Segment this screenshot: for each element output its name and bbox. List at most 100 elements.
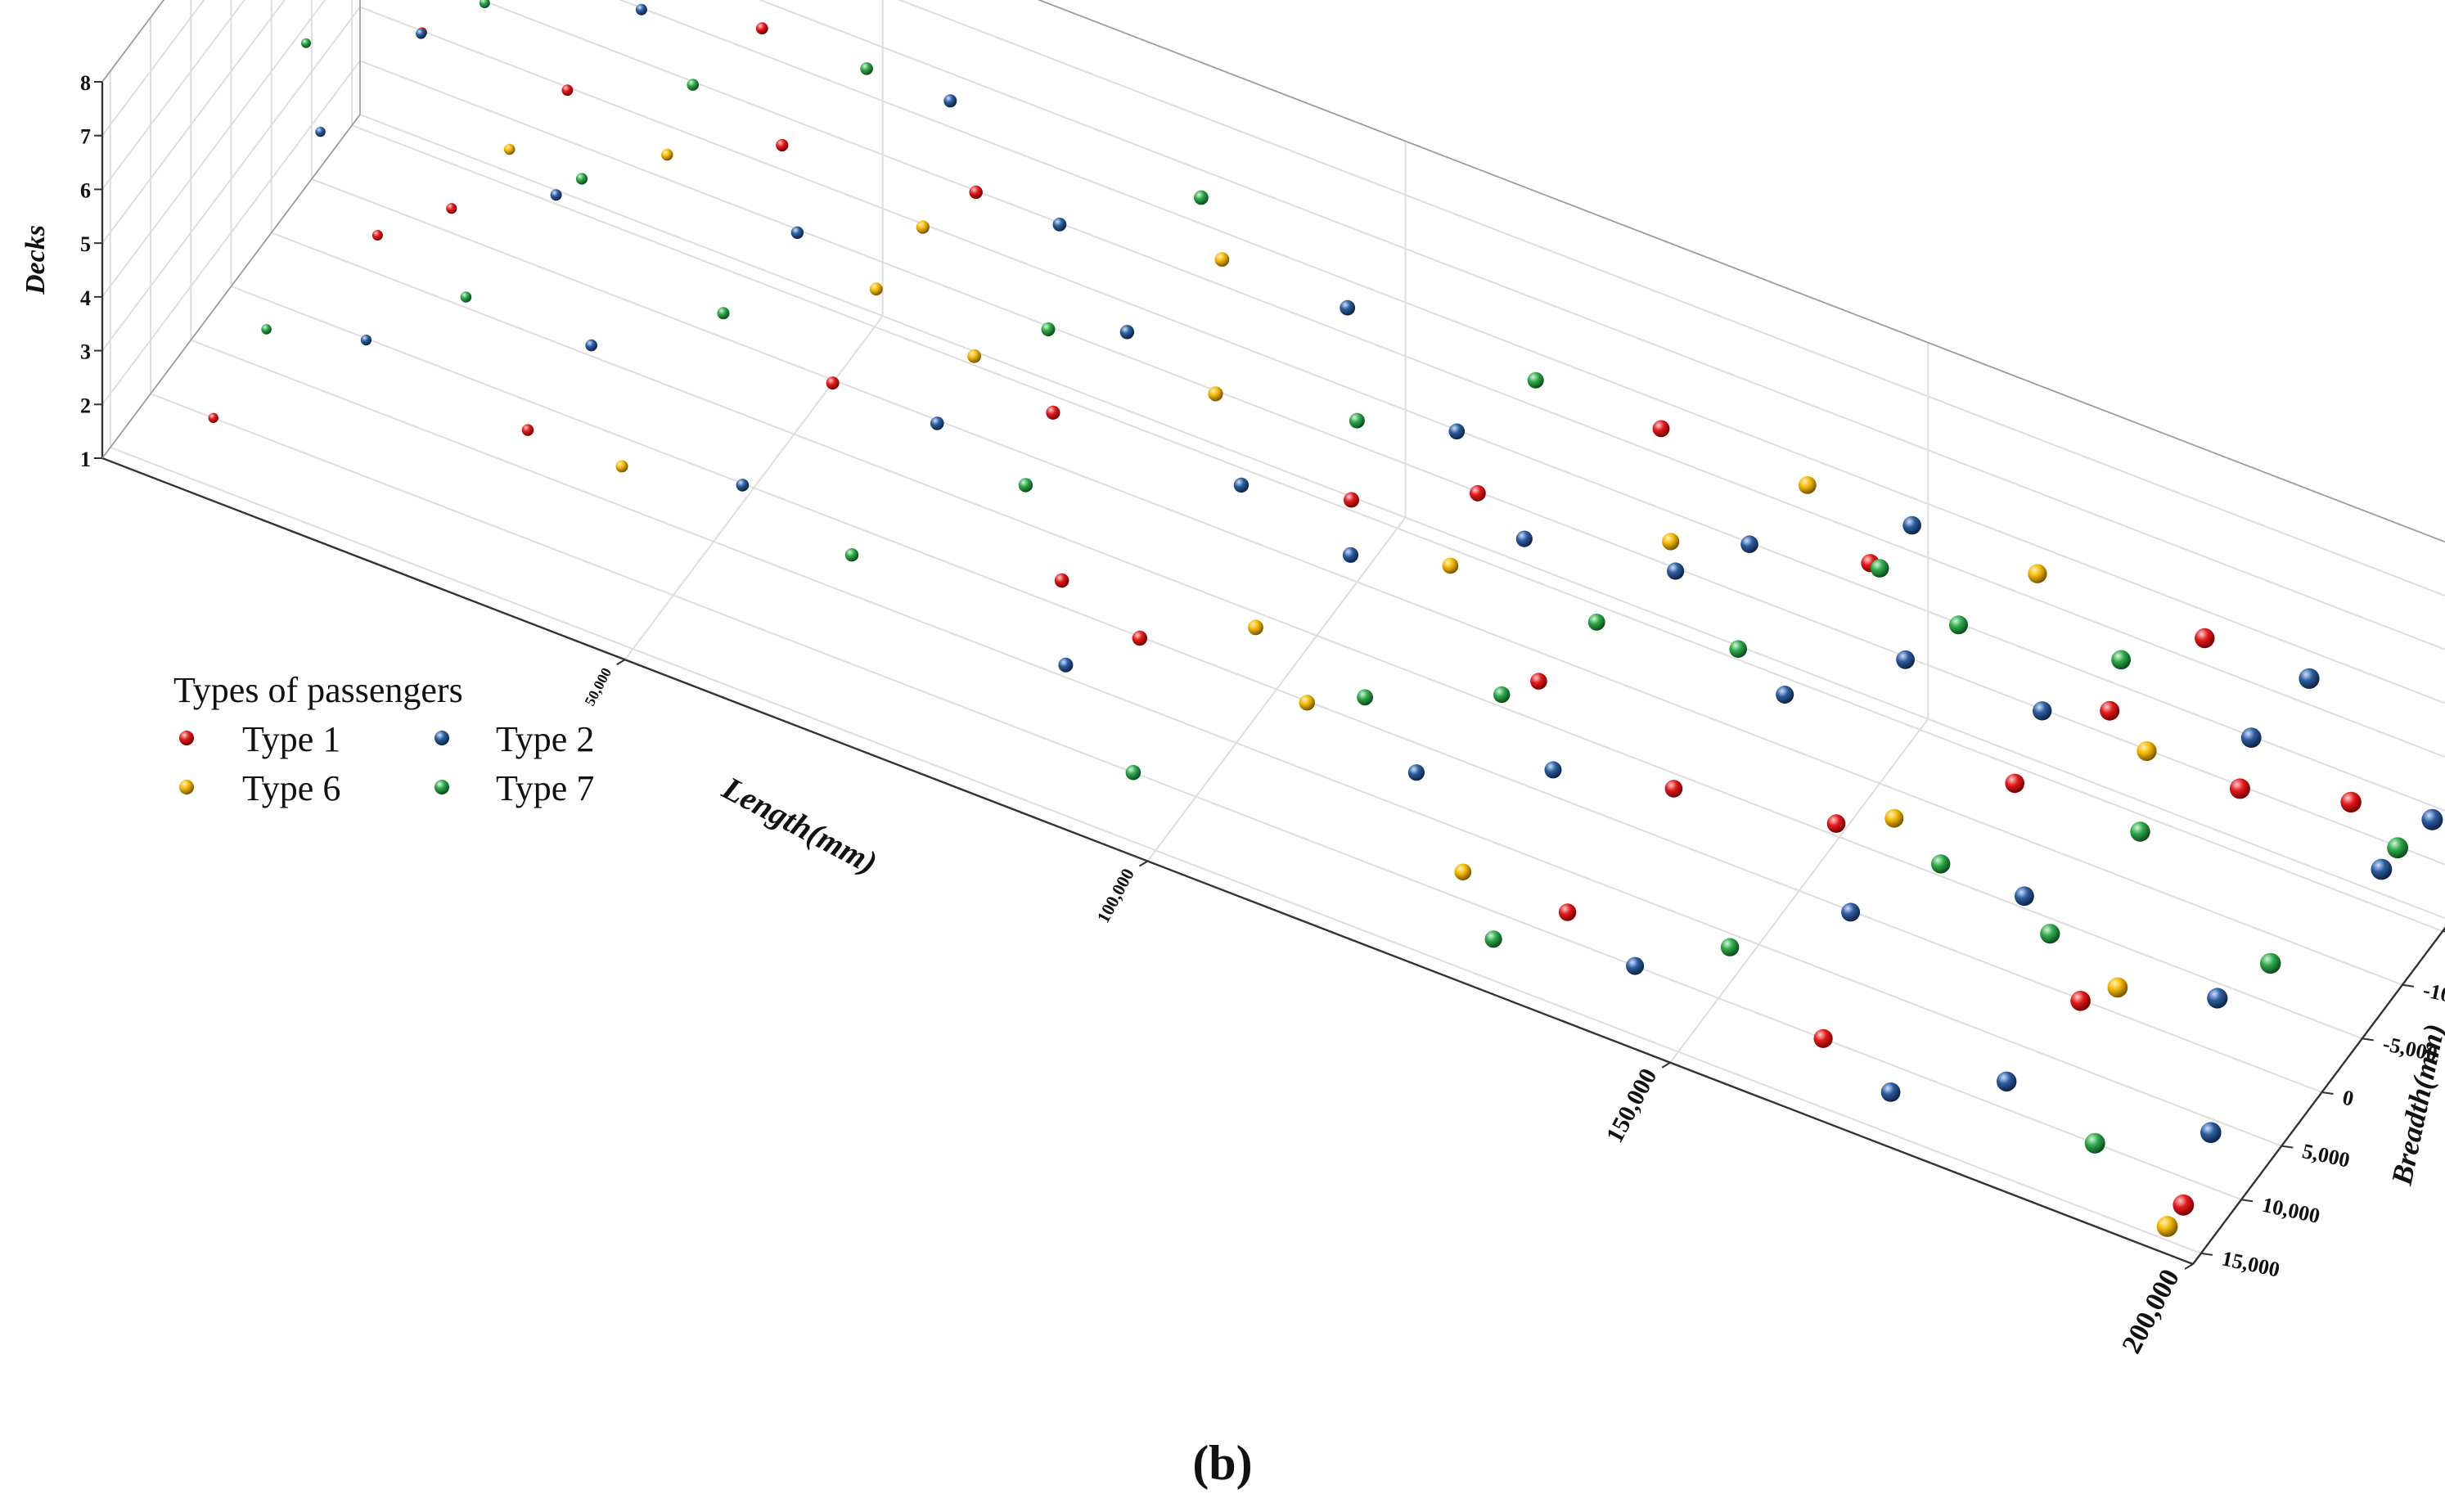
data-point-type-2: [2371, 858, 2393, 880]
z-tick-label: 2: [80, 394, 91, 417]
data-point-type-2: [2207, 988, 2228, 1009]
legend-label-type1: Type 1: [242, 719, 340, 759]
z-axis-title: Decks: [20, 225, 51, 295]
legend-label-type2: Type 2: [496, 719, 594, 759]
data-point-type-7: [2130, 821, 2150, 842]
grid-line: [479, 0, 2445, 758]
data-point-type-2: [943, 94, 957, 108]
data-point-type-7: [1018, 478, 1033, 493]
grid-line: [231, 286, 2322, 1093]
data-point-type-7: [575, 173, 588, 185]
x-axis-title: Length(mm): [716, 769, 883, 881]
data-point-type-1: [521, 424, 534, 436]
grid-line: [351, 124, 2443, 933]
y-tick-label: 10,000: [2260, 1193, 2322, 1228]
x-tick-mark: [1661, 1061, 1671, 1069]
data-point-type-6: [1299, 695, 1316, 711]
x-tick-label: 150,000: [1601, 1064, 1663, 1148]
data-point-type-6: [661, 148, 673, 161]
data-point-type-1: [371, 230, 383, 241]
y-tick-label: 15,000: [2220, 1246, 2282, 1281]
data-point-type-2: [416, 28, 426, 39]
data-point-type-7: [1527, 371, 1544, 389]
z-tick-label: 4: [80, 286, 91, 310]
y-tick-mark: [2443, 930, 2445, 933]
data-point-type-7: [1587, 614, 1605, 631]
data-point-type-2: [635, 3, 647, 16]
data-point-type-2: [585, 339, 597, 352]
grid-line: [311, 178, 2403, 986]
data-point-type-2: [1880, 1082, 1901, 1102]
data-point-type-1: [2195, 628, 2215, 649]
grid-line: [101, 0, 205, 137]
grid-line: [758, 0, 2445, 650]
legend: Types of passengers Type 1 Type 2 Type 6…: [173, 670, 594, 808]
y-tick-label: 0: [2340, 1086, 2356, 1111]
legend-label-type7: Type 7: [496, 768, 594, 808]
data-point-type-6: [1662, 533, 1680, 551]
grid-line: [359, 60, 2445, 866]
grid-line: [101, 0, 245, 191]
data-point-type-7: [860, 62, 873, 75]
data-point-type-7: [479, 0, 490, 8]
data-point-type-2: [1841, 902, 1861, 922]
data-point-type-2: [2240, 727, 2262, 748]
z-tick-label: 5: [80, 232, 91, 256]
x-tick-label: 50,000: [581, 665, 615, 709]
data-point-type-1: [1813, 1028, 1833, 1048]
data-point-type-7: [1931, 854, 1951, 874]
data-point-type-1: [2340, 791, 2362, 813]
data-point-type-6: [1798, 476, 1817, 494]
data-point-type-1: [755, 22, 768, 35]
data-point-type-7: [1484, 930, 1502, 948]
data-point-type-2: [736, 479, 750, 492]
data-point-type-1: [2173, 1194, 2195, 1216]
legend-entry-type7: Type 7: [435, 768, 594, 808]
data-point-type-7: [1870, 559, 1889, 578]
tick-labels: 50,000100,000150,000200,000-15,000-10,00…: [80, 71, 2445, 1358]
data-point-type-2: [2421, 808, 2443, 830]
grid-line: [271, 232, 2363, 1040]
data-point-type-2: [1058, 657, 1074, 673]
data-point-type-2: [1515, 530, 1533, 547]
data-point-type-7: [2111, 650, 2132, 670]
data-point-type-2: [1740, 535, 1758, 553]
data-point-type-2: [1667, 562, 1685, 580]
grid-line: [101, 0, 286, 244]
legend-marker-type1: [179, 731, 194, 745]
data-point-type-6: [2028, 564, 2047, 583]
data-point-type-1: [1530, 673, 1547, 690]
grid-line: [618, 0, 2445, 704]
data-point-type-2: [1342, 547, 1359, 563]
data-point-type-7: [2084, 1132, 2105, 1154]
data-point-type-6: [503, 143, 516, 155]
data-point-type-7: [687, 79, 699, 91]
y-tick-mark: [2321, 1091, 2334, 1095]
data-point-type-6: [916, 220, 930, 234]
data-point-type-6: [967, 349, 981, 363]
data-point-type-2: [550, 189, 562, 201]
data-point-type-2: [790, 226, 804, 239]
data-point-type-1: [561, 84, 574, 97]
data-point-type-1: [776, 138, 789, 152]
y-tick-mark: [2240, 1199, 2254, 1203]
data-point-type-6: [2137, 740, 2157, 762]
data-point-type-6: [1214, 252, 1230, 267]
x-tick-mark: [2184, 1263, 2194, 1270]
z-tick-label: 1: [80, 448, 91, 471]
data-point-type-2: [1544, 761, 1562, 779]
legend-marker-type2: [435, 731, 449, 745]
legend-label-type6: Type 6: [242, 768, 340, 808]
data-point-type-2: [1997, 1071, 2017, 1092]
data-points: [208, 0, 2443, 1237]
box-edge: [101, 0, 164, 83]
data-point-type-1: [1054, 573, 1069, 588]
data-point-type-1: [1664, 780, 1683, 798]
data-point-type-7: [1125, 764, 1141, 781]
data-point-type-1: [2070, 991, 2091, 1011]
data-point-type-1: [1652, 420, 1670, 438]
data-point-type-7: [2260, 952, 2281, 974]
data-point-type-6: [2107, 977, 2128, 998]
data-point-type-6: [615, 460, 628, 473]
data-point-type-7: [1194, 190, 1209, 205]
